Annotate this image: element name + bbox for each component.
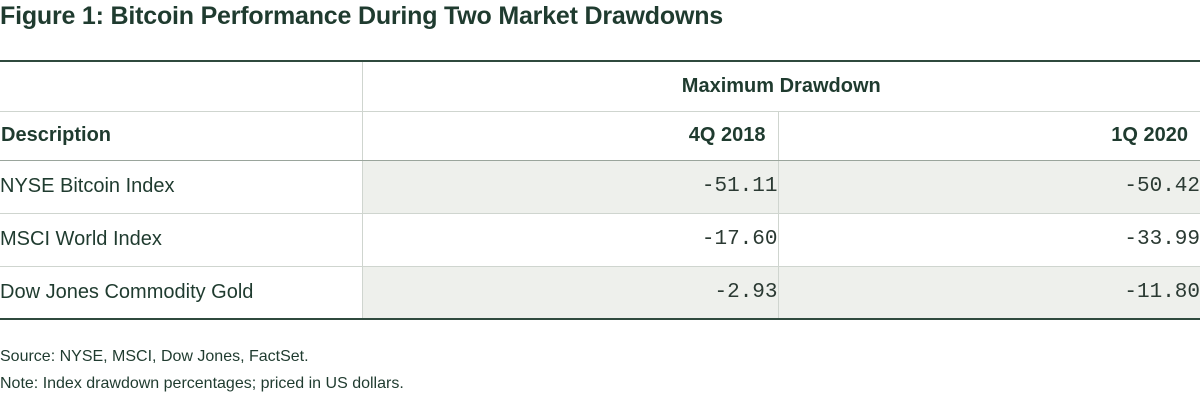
row-description: Dow Jones Commodity Gold <box>0 266 362 320</box>
column-header-description: Description <box>0 111 362 161</box>
cell-1q-2020: -33.99 <box>777 213 1200 267</box>
column-header-row: Description 4Q 2018 1Q 2020 <box>0 111 1200 161</box>
cell-4q-2018: -2.93 <box>361 266 778 320</box>
cell-4q-2018: -51.11 <box>361 160 778 214</box>
column-header-4q-2018: 4Q 2018 <box>361 111 778 161</box>
group-header-row: Maximum Drawdown <box>0 60 1200 112</box>
pricing-note: Note: Index drawdown percentages; priced… <box>0 375 404 392</box>
table-row: MSCI World Index -17.60 -33.99 <box>0 213 1200 267</box>
source-note: Source: NYSE, MSCI, Dow Jones, FactSet. <box>0 348 309 365</box>
group-header-spacer <box>0 60 362 112</box>
table-row: NYSE Bitcoin Index -51.11 -50.42 <box>0 160 1200 214</box>
footnotes: Source: NYSE, MSCI, Dow Jones, FactSet. … <box>0 343 404 397</box>
row-description: NYSE Bitcoin Index <box>0 160 362 214</box>
cell-1q-2020: -11.80 <box>777 266 1200 320</box>
row-description: MSCI World Index <box>0 213 362 267</box>
table-row: Dow Jones Commodity Gold -2.93 -11.80 <box>0 266 1200 320</box>
column-header-1q-2020: 1Q 2020 <box>777 111 1200 161</box>
cell-1q-2020: -50.42 <box>777 160 1200 214</box>
maximum-drawdown-header: Maximum Drawdown <box>361 60 1200 112</box>
figure-title: Figure 1: Bitcoin Performance During Two… <box>0 2 723 30</box>
cell-4q-2018: -17.60 <box>361 213 778 267</box>
drawdown-table: Maximum Drawdown Description 4Q 2018 1Q … <box>0 60 1200 320</box>
